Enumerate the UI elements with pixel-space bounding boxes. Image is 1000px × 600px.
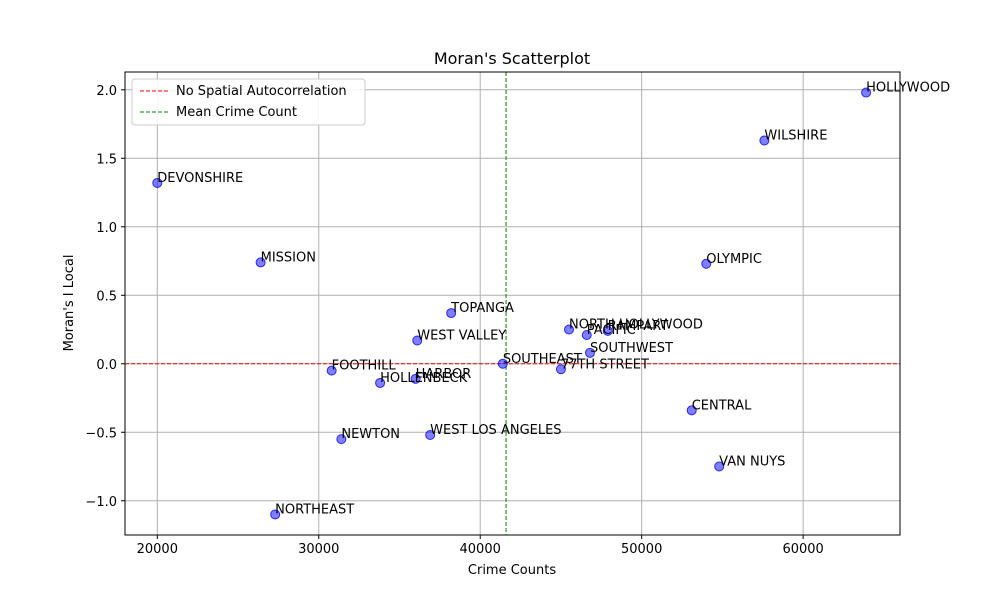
scatter-point — [714, 461, 725, 472]
y-tick-label: 1.0 — [96, 221, 117, 236]
scatter-point — [375, 377, 386, 388]
point-label: WEST VALLEY — [417, 328, 506, 343]
point-label: NORTH HOLLYWOOD — [569, 318, 703, 333]
point-label: WEST LOS ANGELES — [430, 423, 561, 438]
ticks-layer: 20000 30000 40000 50000 60000 −1.0 −0.5 0.0 0.5 1… — [85, 84, 823, 557]
scatter-point — [497, 358, 508, 369]
point-label: VAN NUYS — [719, 455, 785, 470]
scatter-point — [581, 330, 592, 341]
y-tick-label: −0.5 — [85, 426, 117, 441]
point-label: CENTRAL — [692, 398, 752, 413]
legend-box — [131, 78, 366, 126]
y-tick-label: 2.0 — [96, 84, 117, 99]
chart-title: Moran's Scatterplot — [434, 49, 590, 68]
scatter-point — [585, 347, 595, 358]
legend: No Spatial Autocorrelation Mean Crime Co… — [131, 78, 366, 126]
scatter-point — [410, 373, 421, 384]
point-label: 77TH STREET — [561, 357, 649, 372]
x-axis-label: Crime Counts — [468, 563, 556, 578]
y-tick-label: 0.0 — [96, 358, 117, 373]
y-axis-label: Moran's I Local — [62, 255, 77, 352]
scatter-point — [255, 257, 266, 268]
scatter-point — [270, 509, 281, 520]
scatter-point — [336, 434, 347, 445]
scatter-point — [555, 364, 566, 375]
scatter-point — [686, 405, 697, 416]
y-tick-label: 0.5 — [96, 289, 117, 304]
scatter-point — [701, 258, 712, 269]
point-label: OLYMPIC — [706, 252, 762, 267]
point-label: SOUTHEAST — [503, 352, 582, 367]
reference-lines — [125, 72, 900, 535]
point-label: FOOTHILL — [332, 359, 397, 374]
scatter-point — [759, 135, 770, 146]
x-tick-label: 50000 — [621, 542, 662, 557]
x-tick-label: 20000 — [137, 542, 178, 557]
point-labels-layer: HOLLYWOOD WILSHIRE DEVONSHIRE MISSION OLYMPI… — [157, 81, 950, 518]
scatter-point — [564, 324, 575, 335]
y-tick-label: −1.0 — [85, 495, 117, 510]
scatter-point — [326, 365, 337, 376]
point-label: PACIFIC — [587, 323, 636, 338]
scatter-point — [425, 430, 436, 441]
point-label: DEVONSHIRE — [157, 171, 243, 186]
scatter-point — [446, 308, 457, 319]
x-tick-label: 40000 — [460, 542, 501, 557]
y-tick-label: 1.5 — [96, 152, 117, 167]
point-label: TOPANGA — [450, 301, 514, 316]
point-label: RAMPART — [608, 319, 669, 334]
legend-label-no-autocorrelation: No Spatial Autocorrelation — [176, 84, 347, 99]
point-label: WILSHIRE — [764, 128, 827, 143]
scatter-point — [412, 335, 423, 346]
point-label: NORTHEAST — [275, 502, 354, 517]
scatter-point — [861, 87, 872, 98]
point-label: SOUTHWEST — [590, 341, 673, 356]
point-label: HARBOR — [416, 367, 472, 382]
scatter-point — [152, 177, 163, 188]
point-label: MISSION — [261, 250, 316, 265]
point-label: HOLLYWOOD — [866, 81, 950, 96]
point-label: NEWTON — [341, 427, 400, 442]
scatter-point — [602, 325, 613, 336]
legend-label-mean-crime: Mean Crime Count — [176, 105, 297, 120]
x-tick-label: 30000 — [298, 542, 339, 557]
points-layer — [152, 87, 872, 520]
x-tick-label: 60000 — [782, 542, 823, 557]
plot-frame — [124, 71, 901, 536]
point-label: HOLLENBECK — [380, 371, 468, 386]
